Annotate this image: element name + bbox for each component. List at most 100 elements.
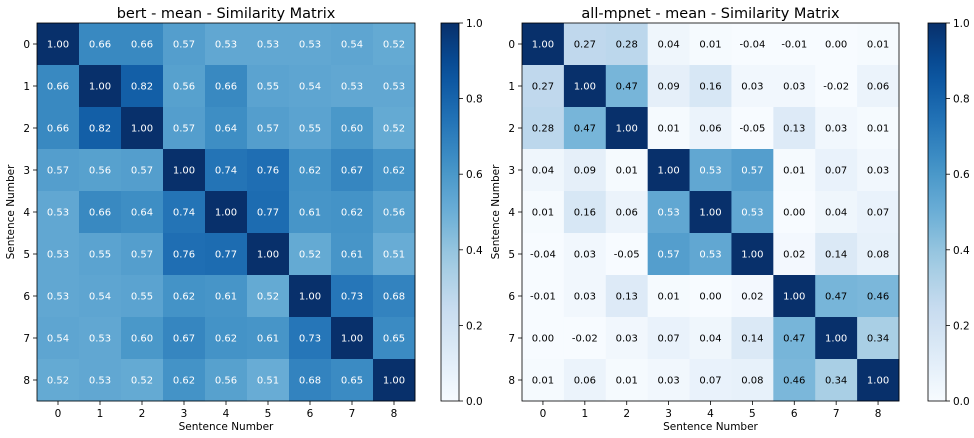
cell-value-label: 0.61 <box>299 208 321 219</box>
y-axis-label: Sentence Number <box>5 164 17 259</box>
cell-value-label: 0.76 <box>173 250 195 261</box>
cell-value-label: 1.00 <box>257 250 279 261</box>
x-tick-label: 6 <box>307 408 314 420</box>
cell-value-label: 0.53 <box>741 208 763 219</box>
heatmap-cell <box>689 107 732 150</box>
heatmap-cell <box>205 233 248 276</box>
cell-value-label: 0.08 <box>741 376 763 387</box>
cell-value-label: 0.13 <box>783 124 805 135</box>
cell-value-label: 0.09 <box>574 166 596 177</box>
cell-value-label: 0.28 <box>616 40 638 51</box>
heatmap-cell <box>79 275 122 318</box>
heatmap-cell <box>205 191 248 234</box>
heatmap-cell <box>37 23 80 66</box>
heatmap-cell <box>522 359 565 402</box>
heatmap-cell <box>857 65 900 108</box>
cell-value-label: 0.73 <box>299 334 321 345</box>
colorbar-gradient <box>927 22 947 402</box>
cell-value-label: 0.14 <box>741 334 763 345</box>
heatmap-cell <box>731 149 774 192</box>
heatmap-cell <box>79 65 122 108</box>
heatmap-cell <box>563 65 607 108</box>
colorbar-tick-label: 0.6 <box>953 169 970 181</box>
heatmap-cell <box>373 23 416 66</box>
cell-value-label: 0.51 <box>257 376 279 387</box>
heatmap-cell <box>647 65 690 108</box>
heatmap-cell <box>647 317 690 360</box>
heatmap-cell <box>731 233 774 276</box>
cell-value-label: 0.46 <box>783 376 805 387</box>
cell-value-label: 0.64 <box>215 124 237 135</box>
cell-value-label: 0.01 <box>699 40 721 51</box>
cell-value-label: 0.82 <box>131 82 153 93</box>
cell-value-label: 0.03 <box>825 124 847 135</box>
x-tick-label: 3 <box>181 408 188 420</box>
y-tick-label: 0 <box>508 39 515 51</box>
cell-value-label: 1.00 <box>173 166 195 177</box>
cell-value-label: 0.01 <box>657 292 679 303</box>
x-tick-label: 0 <box>540 408 547 420</box>
colorbar-tick-label: 0.8 <box>466 94 483 106</box>
cell-value-label: 0.34 <box>867 334 889 345</box>
heatmap-cell <box>247 65 290 108</box>
cell-value-label: 1.00 <box>131 124 153 135</box>
heatmap-cell <box>522 233 565 276</box>
heatmap-cell <box>331 317 374 360</box>
heatmap-cell <box>289 359 332 402</box>
y-tick-label: 6 <box>508 291 515 303</box>
heatmap-cell <box>731 275 774 318</box>
cell-value-label: 0.01 <box>532 208 554 219</box>
heatmap-cell <box>522 149 565 192</box>
cell-value-label: 0.57 <box>47 166 69 177</box>
heatmap-cell <box>689 233 732 276</box>
cell-value-label: 0.74 <box>215 166 237 177</box>
heatmap-cell <box>689 275 732 318</box>
heatmap-cell <box>121 65 164 108</box>
cell-value-label: 0.52 <box>131 376 153 387</box>
x-tick-label: 8 <box>391 408 398 420</box>
cell-value-label: 0.00 <box>699 292 721 303</box>
cell-value-label: 0.57 <box>131 250 153 261</box>
cell-value-label: 0.52 <box>47 376 69 387</box>
heatmap-cell <box>522 107 565 150</box>
cell-value-label: 0.07 <box>825 166 847 177</box>
heatmap-cell <box>731 23 774 66</box>
heatmap-cell <box>79 233 122 276</box>
cell-value-label: 0.74 <box>173 208 195 219</box>
cell-value-label: 0.56 <box>215 376 237 387</box>
cell-value-label: 0.67 <box>173 334 195 345</box>
heatmap-cell <box>205 23 248 66</box>
cell-value-label: 1.00 <box>89 82 111 93</box>
y-tick-label: 4 <box>23 207 30 219</box>
cell-value-label: 1.00 <box>532 40 554 51</box>
cell-value-label: 0.47 <box>616 82 638 93</box>
heatmap-cell <box>121 191 164 234</box>
cell-value-label: 0.82 <box>89 124 111 135</box>
cell-value-label: 0.77 <box>215 250 237 261</box>
cell-value-label: 0.46 <box>867 292 889 303</box>
cell-value-label: 1.00 <box>299 292 321 303</box>
x-axis-label: Sentence Number <box>663 421 758 433</box>
heatmap-cell <box>289 233 332 276</box>
cell-value-label: 0.65 <box>383 334 405 345</box>
heatmap-cell <box>605 191 649 234</box>
cell-value-label: 0.62 <box>215 334 237 345</box>
y-tick-label: 1 <box>508 81 515 93</box>
heatmap-cell <box>247 191 290 234</box>
colorbar-tick-label: 0.0 <box>466 396 483 408</box>
cell-value-label: 0.06 <box>867 82 889 93</box>
cell-value-label: 0.03 <box>574 292 596 303</box>
cell-value-label: 0.62 <box>383 166 405 177</box>
cell-value-label: 1.00 <box>657 166 679 177</box>
heatmap-cell <box>647 23 690 66</box>
x-axis-label: Sentence Number <box>179 421 274 433</box>
cell-value-label: 0.61 <box>257 334 279 345</box>
x-tick-label: 7 <box>349 408 356 420</box>
colorbar-tick-label: 0.4 <box>953 245 970 257</box>
heatmap-cell <box>37 149 80 192</box>
chart-title: all-mpnet - mean - Similarity Matrix <box>581 6 840 22</box>
cell-value-label: 1.00 <box>341 334 363 345</box>
heatmap-cell <box>373 107 416 150</box>
heatmap-cell <box>331 107 374 150</box>
cell-value-label: 0.56 <box>89 166 111 177</box>
